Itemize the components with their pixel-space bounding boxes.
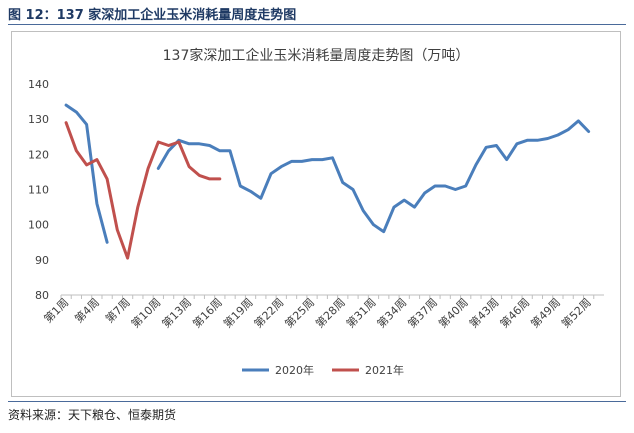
y-tick-label: 90: [35, 254, 49, 267]
series-line-2021: [64, 121, 222, 260]
chart-frame: 137家深加工企业玉米消耗量周度走势图（万吨） 80 90 100 110 120 130…: [11, 31, 621, 397]
figure-title: 图 12：137 家深加工企业玉米消耗量周度走势图: [8, 8, 297, 23]
legend: 2020年 2021年: [242, 363, 404, 377]
x-tick-label: 第46周: [497, 295, 532, 330]
x-tick-label: 第22周: [251, 295, 286, 330]
x-tick-label: 第25周: [282, 295, 317, 330]
x-tick-label: 第43周: [466, 295, 501, 330]
x-tick-label: 第16周: [190, 295, 225, 330]
y-tick-label: 100: [28, 219, 49, 232]
x-tick-label: 第19周: [220, 295, 255, 330]
chart-title: 137家深加工企业玉米消耗量周度走势图（万吨）: [163, 47, 470, 64]
legend-label: 2021年: [365, 363, 404, 377]
source-note: 资料来源：天下粮仓、恒泰期货: [8, 408, 177, 422]
y-tick-label: 130: [28, 113, 49, 126]
x-tick-label: 第10周: [128, 295, 163, 330]
x-tick-label: 第4周: [72, 295, 102, 325]
x-tick-label: 第52周: [558, 295, 593, 330]
y-tick-label: 120: [28, 148, 49, 161]
line-chart: 137家深加工企业玉米消耗量周度走势图（万吨） 80 90 100 110 120 130…: [28, 47, 604, 377]
x-tick-label: 第28周: [313, 295, 348, 330]
y-axis: 80 90 100 110 120 130 140: [28, 78, 49, 302]
x-axis: 第1周 第4周 第7周第10周第13周第16周第19周第22周第25周第28周第31…: [41, 294, 604, 331]
x-tick-label: 第40周: [435, 295, 470, 330]
y-tick-label: 110: [28, 184, 49, 197]
y-tick-label: 80: [35, 289, 49, 302]
legend-label: 2020年: [275, 363, 314, 377]
x-tick-label: 第31周: [343, 295, 378, 330]
series-line-2020: [64, 103, 591, 244]
x-tick-label: 第34周: [374, 295, 409, 330]
x-tick-label: 第49周: [528, 295, 563, 330]
y-tick-label: 140: [28, 78, 49, 91]
x-tick-label: 第37周: [405, 295, 440, 330]
series-layer: [64, 103, 591, 260]
x-tick-label: 第13周: [159, 295, 194, 330]
top-rule: [8, 24, 626, 25]
bottom-rule: [8, 401, 626, 402]
